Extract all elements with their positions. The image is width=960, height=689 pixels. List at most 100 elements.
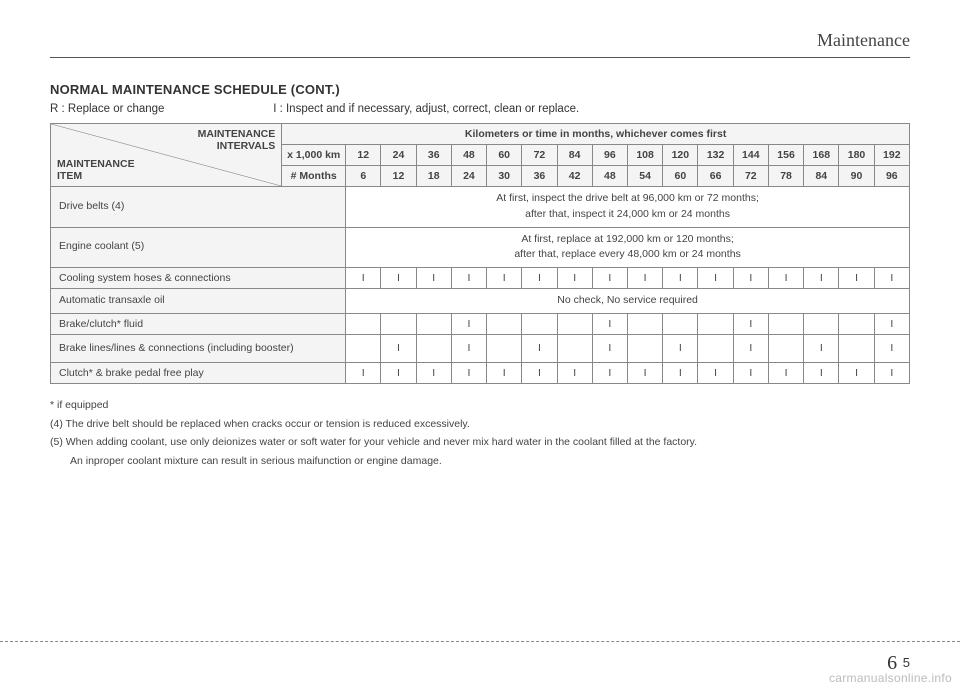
cell: I [733,362,768,383]
km-col-11: 144 [733,145,768,166]
maintenance-table: MAINTENANCE INTERVALS MAINTENANCE ITEM K… [50,123,910,384]
table-row: Clutch* & brake pedal free playIIIIIIIII… [51,362,910,383]
month-col-9: 60 [663,166,698,187]
cell: I [768,268,803,289]
cell: I [628,268,663,289]
cell: I [874,334,909,362]
km-col-3: 48 [451,145,486,166]
cell: I [451,362,486,383]
km-col-10: 132 [698,145,733,166]
km-col-7: 96 [592,145,627,166]
cell: I [416,268,451,289]
cell [663,313,698,334]
km-col-8: 108 [628,145,663,166]
month-col-0: 6 [346,166,381,187]
month-col-5: 36 [522,166,557,187]
table-row: Engine coolant (5)At first, replace at 1… [51,227,910,268]
month-col-3: 24 [451,166,486,187]
cell [768,334,803,362]
footnotes: * if equipped (4) The drive belt should … [50,396,910,472]
cell: I [592,362,627,383]
km-col-4: 60 [487,145,522,166]
cell [698,313,733,334]
cell: I [381,362,416,383]
table-row: Drive belts (4)At first, inspect the dri… [51,187,910,228]
cell: I [874,268,909,289]
km-col-13: 168 [804,145,839,166]
page-number-value: 5 [903,655,910,670]
footer-rule [0,641,960,642]
cell: I [804,268,839,289]
cell [381,313,416,334]
cell [839,334,874,362]
km-col-12: 156 [768,145,803,166]
row-label: Cooling system hoses & connections [51,268,346,289]
table-row: Cooling system hoses & connectionsIIIIII… [51,268,910,289]
cell: I [592,334,627,362]
cell: I [487,362,522,383]
top-header: Kilometers or time in months, whichever … [282,124,910,145]
cell [416,313,451,334]
month-col-14: 90 [839,166,874,187]
cell: I [451,268,486,289]
cell: I [628,362,663,383]
cell: I [733,334,768,362]
cell [487,334,522,362]
cell: I [557,362,592,383]
cell: I [874,362,909,383]
km-col-1: 24 [381,145,416,166]
cell: I [346,362,381,383]
km-col-15: 192 [874,145,909,166]
span-cell: At first, replace at 192,000 km or 120 m… [346,227,910,268]
span-cell: At first, inspect the drive belt at 96,0… [346,187,910,228]
cell: I [381,334,416,362]
km-col-5: 72 [522,145,557,166]
cell: I [663,334,698,362]
header-rule [50,57,910,58]
row-label: Engine coolant (5) [51,227,346,268]
watermark: carmanualsonline.info [829,671,952,685]
cell: I [839,268,874,289]
legend-row: R : Replace or change I : Inspect and if… [50,103,910,115]
cell: I [592,268,627,289]
table-row: Automatic transaxle oilNo check, No serv… [51,289,910,314]
span-cell: No check, No service required [346,289,910,314]
month-col-2: 18 [416,166,451,187]
cell: I [874,313,909,334]
cell: I [592,313,627,334]
cell [346,313,381,334]
cell: I [522,362,557,383]
month-col-4: 30 [487,166,522,187]
cell [522,313,557,334]
month-col-10: 66 [698,166,733,187]
cell: I [733,313,768,334]
cell: I [663,362,698,383]
cell: I [839,362,874,383]
cell: I [487,268,522,289]
cell [804,313,839,334]
cell: I [768,362,803,383]
month-col-12: 78 [768,166,803,187]
legend-r: R : Replace or change [50,103,270,115]
cell: I [804,334,839,362]
cell: I [557,268,592,289]
km-col-14: 180 [839,145,874,166]
row-label: Drive belts (4) [51,187,346,228]
cell [628,313,663,334]
table-row: Brake/clutch* fluidIIII [51,313,910,334]
section-header: Maintenance [50,30,910,53]
note-5b: An inproper coolant mixture can result i… [50,452,910,471]
cell [698,334,733,362]
row-label: Brake lines/lines & connections (includi… [51,334,346,362]
cell: I [416,362,451,383]
month-col-7: 48 [592,166,627,187]
km-col-9: 120 [663,145,698,166]
month-col-6: 42 [557,166,592,187]
cell: I [698,362,733,383]
cell [768,313,803,334]
km-col-2: 36 [416,145,451,166]
cell: I [451,334,486,362]
row-label: Clutch* & brake pedal free play [51,362,346,383]
page-container: Maintenance NORMAL MAINTENANCE SCHEDULE … [0,0,960,640]
row-label: Automatic transaxle oil [51,289,346,314]
